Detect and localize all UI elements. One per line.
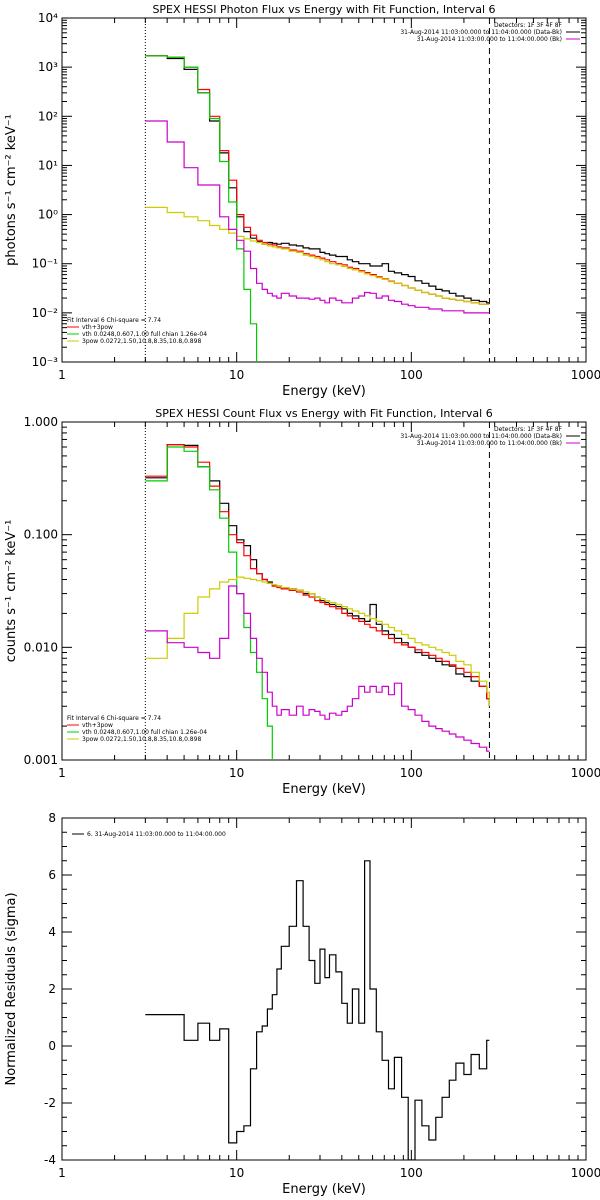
y-tick-label: 0.100 — [24, 528, 58, 542]
series-line — [145, 444, 490, 707]
x-tick-label: 1 — [58, 368, 66, 382]
x-axis-label: Energy (keV) — [282, 384, 366, 399]
y-tick-label: -4 — [44, 1153, 56, 1167]
y-tick-label: 10⁻¹ — [32, 257, 59, 271]
series-line — [145, 206, 490, 305]
legend-right-text: Detectors: 1F 3F 4F 8F — [494, 22, 563, 29]
legend-left-text: vth+3pow — [82, 324, 113, 331]
x-tick-label: 100 — [400, 368, 423, 382]
x-tick-label: 100 — [400, 1166, 423, 1180]
x-axis-label: Energy (keV) — [282, 782, 366, 797]
series-line — [145, 120, 490, 314]
series-group — [145, 444, 490, 760]
legend-right-text: Detectors: 1F 3F 4F 8F — [494, 426, 563, 433]
y-tick-label: 10³ — [38, 60, 58, 74]
series-line — [145, 444, 490, 707]
chart-photon: SPEX HESSI Photon Flux vs Energy with Fi… — [4, 3, 600, 399]
x-tick-label: 1000 — [571, 766, 600, 780]
y-tick-label: 8 — [48, 811, 56, 825]
series-line — [145, 576, 490, 707]
series-line — [145, 585, 490, 752]
y-axis-label: counts s⁻¹ cm⁻² keV⁻¹ — [4, 520, 19, 663]
series-line — [145, 55, 258, 362]
x-tick-label: 1 — [58, 1166, 66, 1180]
legend-left-text: vth 0.0248,0.607,1.00 full chian 1.26e-0… — [82, 729, 207, 736]
y-tick-label: 0 — [48, 1039, 56, 1053]
plot-frame — [61, 421, 587, 761]
series-line — [145, 55, 490, 304]
x-tick-label: 1 — [58, 766, 66, 780]
legend-left-text: vth 0.0248,0.607,1.00 full chian 1.26e-0… — [82, 331, 207, 338]
chart-resid: 1 10 100 1000 Energy (keV) -4 -2 0 2 4 6 8 Normalize… — [4, 811, 600, 1197]
series-line — [145, 860, 490, 1160]
legend-left-text: 3pow 0.0272,1.50,10.8,8.35,10.8,0.898 — [82, 736, 201, 743]
x-tick-label: 100 — [400, 766, 423, 780]
legend-left-text: 3pow 0.0272,1.50,10.8,8.35,10.8,0.898 — [82, 338, 201, 345]
series-line — [145, 55, 490, 305]
y-axis-label: photons s⁻¹ cm⁻² keV⁻¹ — [4, 114, 19, 266]
y-tick-label: 10⁻³ — [32, 355, 59, 369]
x-tick-label: 10 — [229, 1166, 244, 1180]
chart-title: SPEX HESSI Photon Flux vs Energy with Fi… — [152, 3, 495, 16]
series-group — [145, 55, 490, 362]
y-tick-label: 6 — [48, 868, 56, 882]
x-tick-label: 1000 — [571, 368, 600, 382]
y-tick-label: 2 — [48, 982, 56, 996]
legend-right-text: 31-Aug-2014 11:03:00.000 to 11:04:00.000… — [400, 433, 562, 440]
legend-left-text: 6. 31-Aug-2014 11:03:00.000 to 11:04:00.… — [87, 831, 226, 838]
y-tick-label: -2 — [44, 1096, 56, 1110]
series-group — [145, 860, 490, 1160]
y-axis-label: Normalized Residuals (sigma) — [4, 892, 19, 1085]
y-tick-label: 10⁴ — [38, 11, 58, 25]
x-tick-label: 10 — [229, 368, 244, 382]
x-tick-label: 10 — [229, 766, 244, 780]
y-tick-label: 0.010 — [24, 640, 58, 654]
plot-frame — [61, 17, 587, 363]
legend-left-text: Fit Interval 6 Chi-square = 7.74 — [67, 715, 161, 722]
chart-title: SPEX HESSI Count Flux vs Energy with Fit… — [155, 407, 492, 420]
y-tick-label: 1.000 — [24, 415, 58, 429]
y-tick-label: 0.001 — [24, 753, 58, 767]
legend-right-text: 31-Aug-2014 11:03:00.000 to 11:04:00.000… — [400, 29, 562, 36]
plot-frame — [61, 817, 587, 1161]
y-tick-label: 4 — [48, 925, 56, 939]
legend-left-text: Fit Interval 6 Chi-square = 7.74 — [67, 317, 161, 324]
legend-right-text: 31-Aug-2014 11:03:00.000 to 11:04:00.000… — [417, 440, 562, 447]
series-line — [145, 446, 273, 760]
y-tick-label: 10⁻² — [32, 306, 59, 320]
x-tick-label: 1000 — [571, 1166, 600, 1180]
y-tick-label: 10¹ — [38, 158, 58, 172]
x-axis-label: Energy (keV) — [282, 1182, 366, 1197]
legend-right-text: 31-Aug-2014 11:03:00.000 to 11:04:00.000… — [417, 36, 562, 43]
y-tick-label: 10⁰ — [38, 208, 58, 222]
legend-left-text: vth+3pow — [82, 722, 113, 729]
chart-count: SPEX HESSI Count Flux vs Energy with Fit… — [4, 407, 600, 797]
y-tick-label: 10² — [38, 109, 58, 123]
